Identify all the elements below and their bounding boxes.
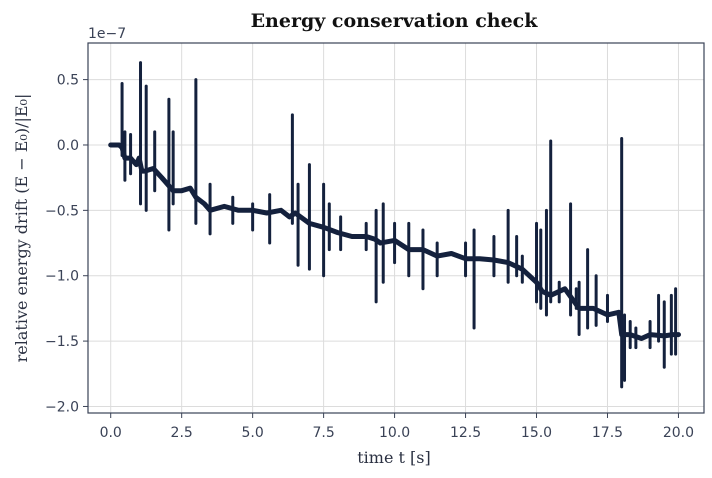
x-tick-label: 17.5 [592,425,623,441]
y-tick-label: 0.5 [57,73,79,89]
y-tick-label: 0.0 [57,138,79,154]
y-axis-ticks: 0.5 0.0 −0.5 −1.0 −1.5 −2.0 [45,73,88,415]
x-axis-ticks: 0.0 2.5 5.0 7.5 10.0 12.5 15.0 17.5 20.0 [100,413,694,441]
x-tick-label: 5.0 [242,425,264,441]
chart-title: Energy conservation check [251,10,539,32]
x-tick-label: 20.0 [663,425,694,441]
x-tick-label: 2.5 [171,425,193,441]
y-offset-label: 1e−7 [88,26,126,42]
grid [88,43,704,413]
y-axis-label: relative energy drift (E − E₀)/|E₀| [12,94,31,363]
x-tick-label: 15.0 [521,425,552,441]
x-tick-label: 7.5 [312,425,334,441]
x-axis-label: time t [s] [357,448,430,467]
x-tick-label: 12.5 [450,425,481,441]
y-tick-label: −1.5 [45,334,79,350]
x-tick-label: 10.0 [379,425,410,441]
y-tick-label: −0.5 [45,203,79,219]
y-tick-label: −1.0 [45,269,79,285]
x-tick-label: 0.0 [100,425,122,441]
y-tick-label: −2.0 [45,399,79,415]
plot-frame [87,42,705,414]
data-series [108,61,681,389]
